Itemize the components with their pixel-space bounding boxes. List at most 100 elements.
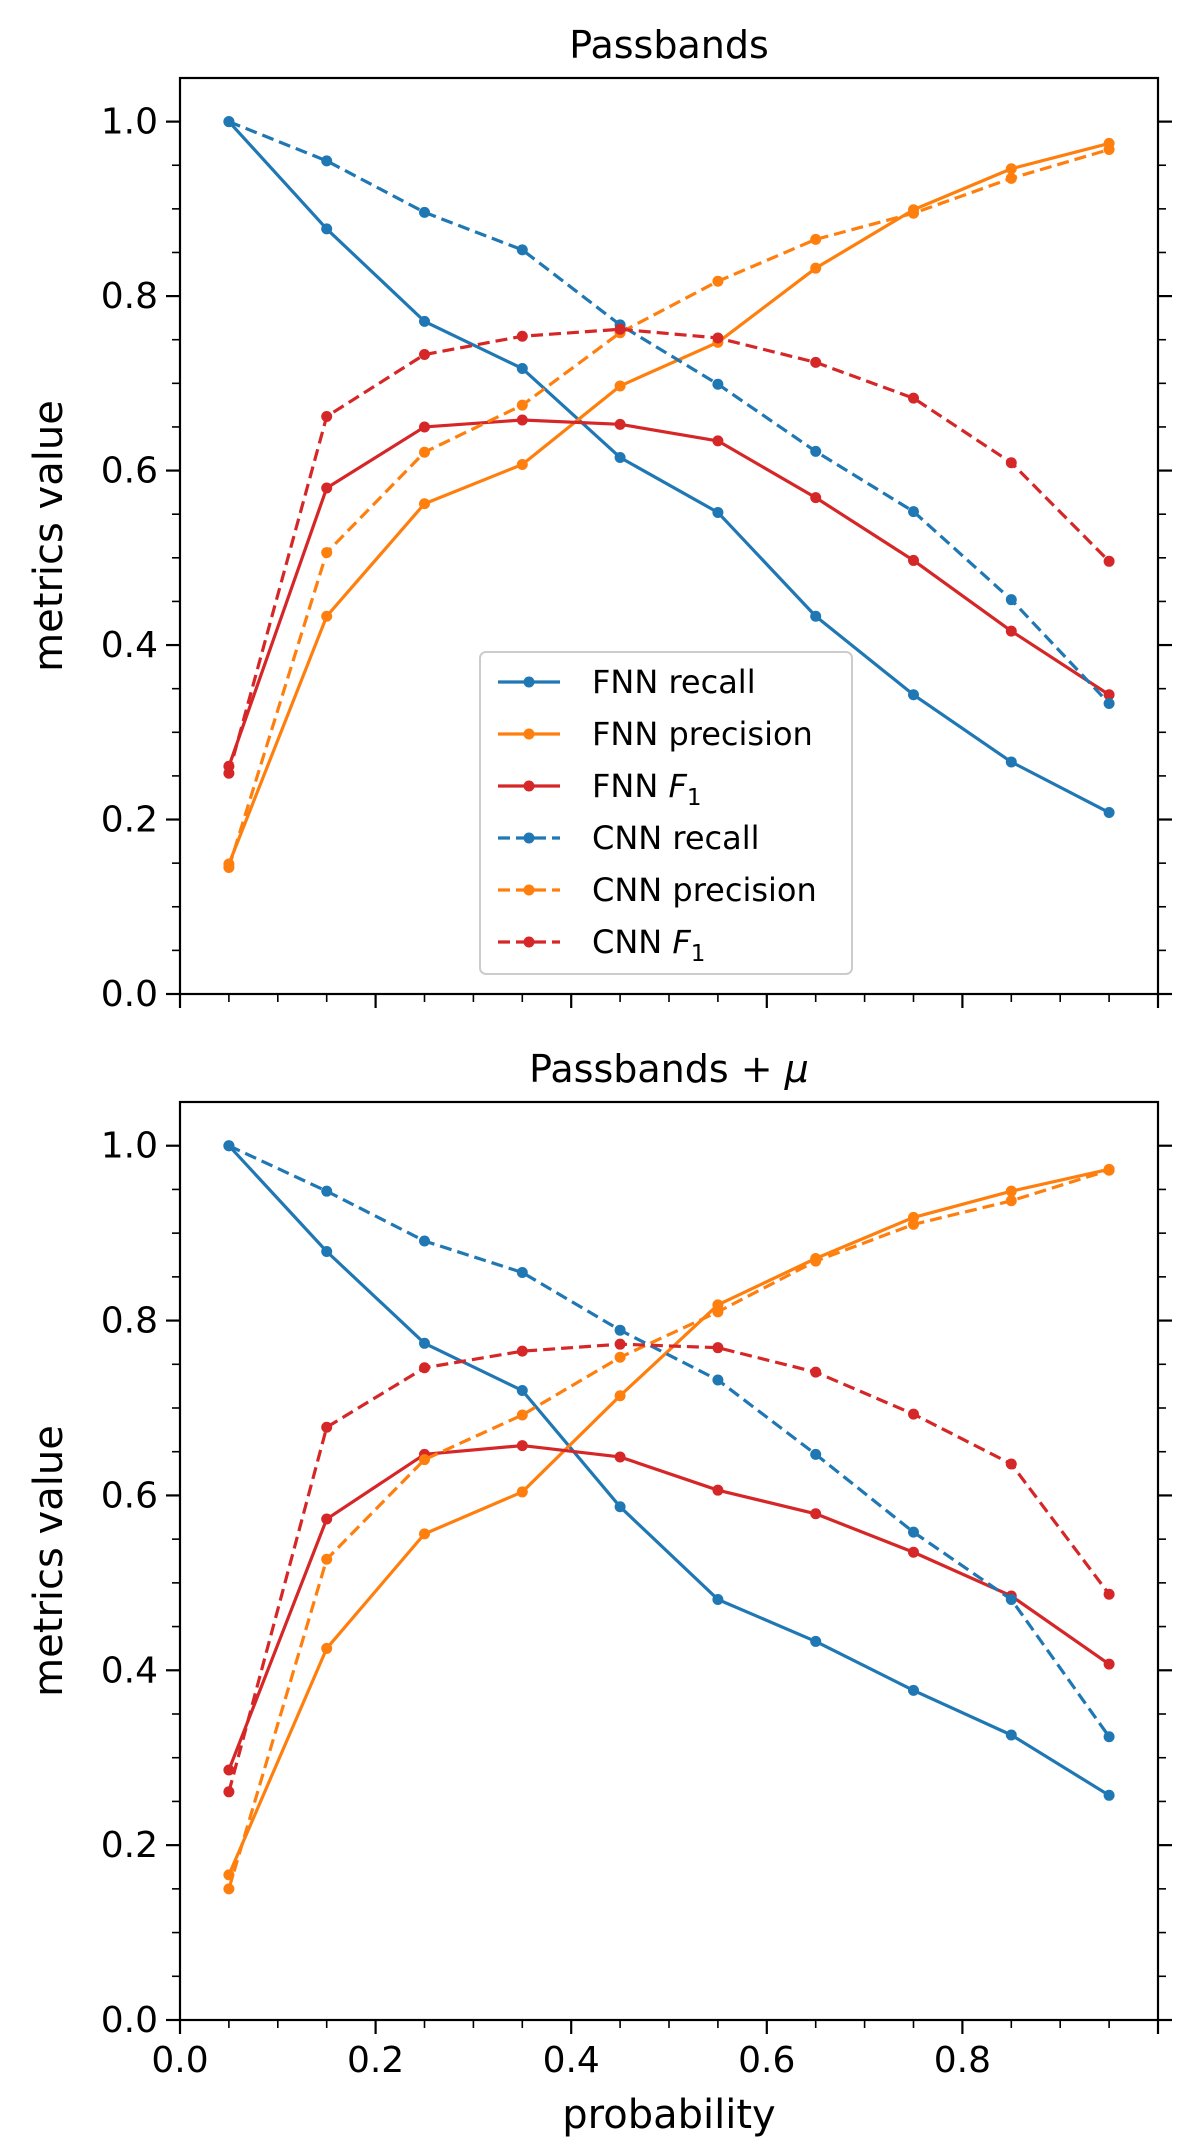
data-point (419, 1454, 430, 1466)
legend-label: FNN F1 (592, 767, 702, 811)
data-point (223, 862, 235, 874)
data-point (321, 482, 333, 494)
series-line (227, 1342, 1111, 1793)
data-point (614, 1501, 626, 1513)
legend-entry: FNN recall (498, 663, 756, 701)
data-point (1005, 1593, 1017, 1605)
data-point (712, 435, 724, 447)
x-axis-label: probability (562, 2092, 775, 2138)
data-point (712, 1342, 724, 1354)
y-tick-label: 0.6 (101, 451, 158, 492)
data-point (810, 356, 822, 368)
legend-entry: CNN recall (498, 819, 760, 857)
data-point (223, 1786, 235, 1798)
series-cnn-precision (223, 144, 1115, 874)
data-point (1103, 697, 1115, 709)
legend-label: CNN precision (592, 871, 817, 909)
series-line (227, 141, 1110, 865)
data-point (419, 1235, 430, 1247)
data-point (1103, 1164, 1115, 1176)
series-line (228, 120, 1111, 705)
legend-label: FNN recall (592, 663, 756, 701)
x-tick-label: 0.2 (347, 2040, 404, 2081)
data-point (810, 1255, 822, 1267)
series-line (227, 418, 1110, 767)
data-point (419, 315, 430, 327)
x-tick-label: 0.0 (151, 2040, 208, 2081)
series-cnn-recall (223, 116, 1115, 709)
y-tick-label: 0.0 (101, 974, 158, 1015)
data-point (908, 1526, 919, 1538)
data-point (516, 414, 528, 426)
legend-entry: CNN precision (498, 871, 817, 909)
series-fnn-recall (223, 1140, 1115, 1801)
data-point (810, 1635, 822, 1647)
data-point (810, 1508, 822, 1520)
data-point (321, 155, 333, 167)
data-point (614, 418, 626, 430)
data-point (614, 1351, 626, 1363)
y-tick-label: 0.2 (101, 800, 158, 841)
data-point (1005, 1729, 1017, 1741)
data-point (321, 610, 333, 622)
series-fnn-precision (223, 1163, 1115, 1881)
data-point (810, 610, 822, 622)
data-point (223, 1140, 235, 1152)
data-point (419, 446, 430, 458)
data-point (419, 206, 430, 218)
data-point (614, 1338, 626, 1350)
plot-area (178, 76, 1160, 996)
data-point (614, 1324, 626, 1336)
data-point (614, 1390, 626, 1402)
panel-title: Passbands (569, 23, 769, 67)
legend-label: CNN recall (592, 819, 760, 857)
legend-label: CNN F1 (592, 923, 705, 967)
data-point (712, 506, 724, 518)
data-point (321, 1421, 333, 1433)
legend-entry: CNN F1 (498, 923, 705, 967)
data-point (908, 1546, 919, 1558)
data-point (321, 1553, 333, 1565)
data-point (1005, 594, 1017, 606)
data-point (810, 445, 822, 457)
y-tick-label: 0.0 (101, 2000, 158, 2041)
series-line (228, 1144, 1111, 1738)
data-point (810, 233, 822, 245)
data-point (712, 1593, 724, 1605)
data-point (419, 1528, 430, 1540)
data-point (321, 1185, 333, 1197)
legend: FNN recall FNN precision FNN F1 CNN recall C… (479, 651, 853, 975)
data-point (810, 262, 822, 274)
data-point (614, 323, 626, 335)
data-point (516, 1266, 528, 1278)
data-point (223, 1883, 235, 1895)
data-point (908, 392, 919, 404)
data-point (1005, 1458, 1017, 1470)
plot-area (178, 1100, 1160, 2022)
series-line (227, 120, 1110, 814)
data-point (810, 492, 822, 504)
data-point (419, 498, 430, 510)
data-point (321, 223, 333, 235)
data-point (712, 1484, 724, 1496)
legend-marker (523, 884, 535, 896)
data-point (614, 380, 626, 392)
data-point (516, 399, 528, 411)
data-point (516, 1345, 528, 1357)
data-point (908, 1684, 919, 1696)
data-point (321, 1246, 333, 1258)
y-tick-label: 0.4 (101, 625, 158, 666)
data-point (614, 451, 626, 463)
data-point (1103, 807, 1115, 819)
data-point (516, 1409, 528, 1421)
data-point (516, 244, 528, 256)
data-point (1005, 172, 1017, 184)
y-axis-label: metrics value (26, 1425, 72, 1697)
series-cnn-recall (223, 1140, 1115, 1743)
data-point (516, 1486, 528, 1498)
data-point (810, 1366, 822, 1378)
series-cnn-f1 (223, 1338, 1115, 1798)
data-point (321, 547, 333, 559)
data-point (810, 1448, 822, 1460)
data-point (223, 1764, 235, 1776)
